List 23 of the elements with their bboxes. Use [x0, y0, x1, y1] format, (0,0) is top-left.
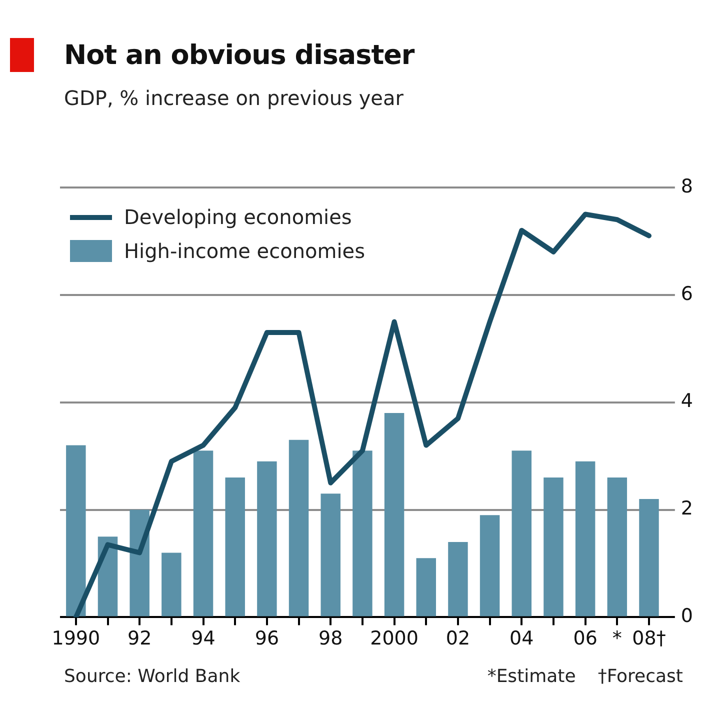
x-tick-label: 1990	[52, 628, 100, 650]
x-tick-label: 06	[573, 628, 598, 650]
legend-label: High-income economies	[124, 239, 366, 263]
source-note: Source: World Bank	[64, 666, 240, 687]
x-tick-label: 92	[128, 628, 152, 650]
text: *Estimate	[487, 666, 576, 687]
chart-title: Not an obvious disaster	[64, 40, 414, 71]
y-tick-label: 0	[680, 605, 694, 628]
chart-subtitle: GDP, % increase on previous year	[64, 86, 404, 110]
x-tick-label: 08†	[632, 628, 666, 650]
x-tick-label: *	[612, 628, 622, 650]
text: †Forecast	[598, 666, 683, 687]
x-tick-label: 04	[510, 628, 534, 650]
x-tick-label: 98	[318, 628, 343, 650]
x-tick-label: 96	[254, 628, 280, 650]
y-tick-label: 8	[680, 175, 694, 198]
x-tick-label: 94	[191, 628, 216, 650]
y-tick-label: 2	[680, 498, 694, 520]
y-tick-label: 4	[680, 390, 694, 412]
y-tick-label: 6	[680, 282, 694, 305]
legend-label: Developing economies	[124, 205, 352, 229]
x-tick-label: 02	[446, 628, 470, 650]
x-tick-label: 2000	[370, 628, 418, 650]
